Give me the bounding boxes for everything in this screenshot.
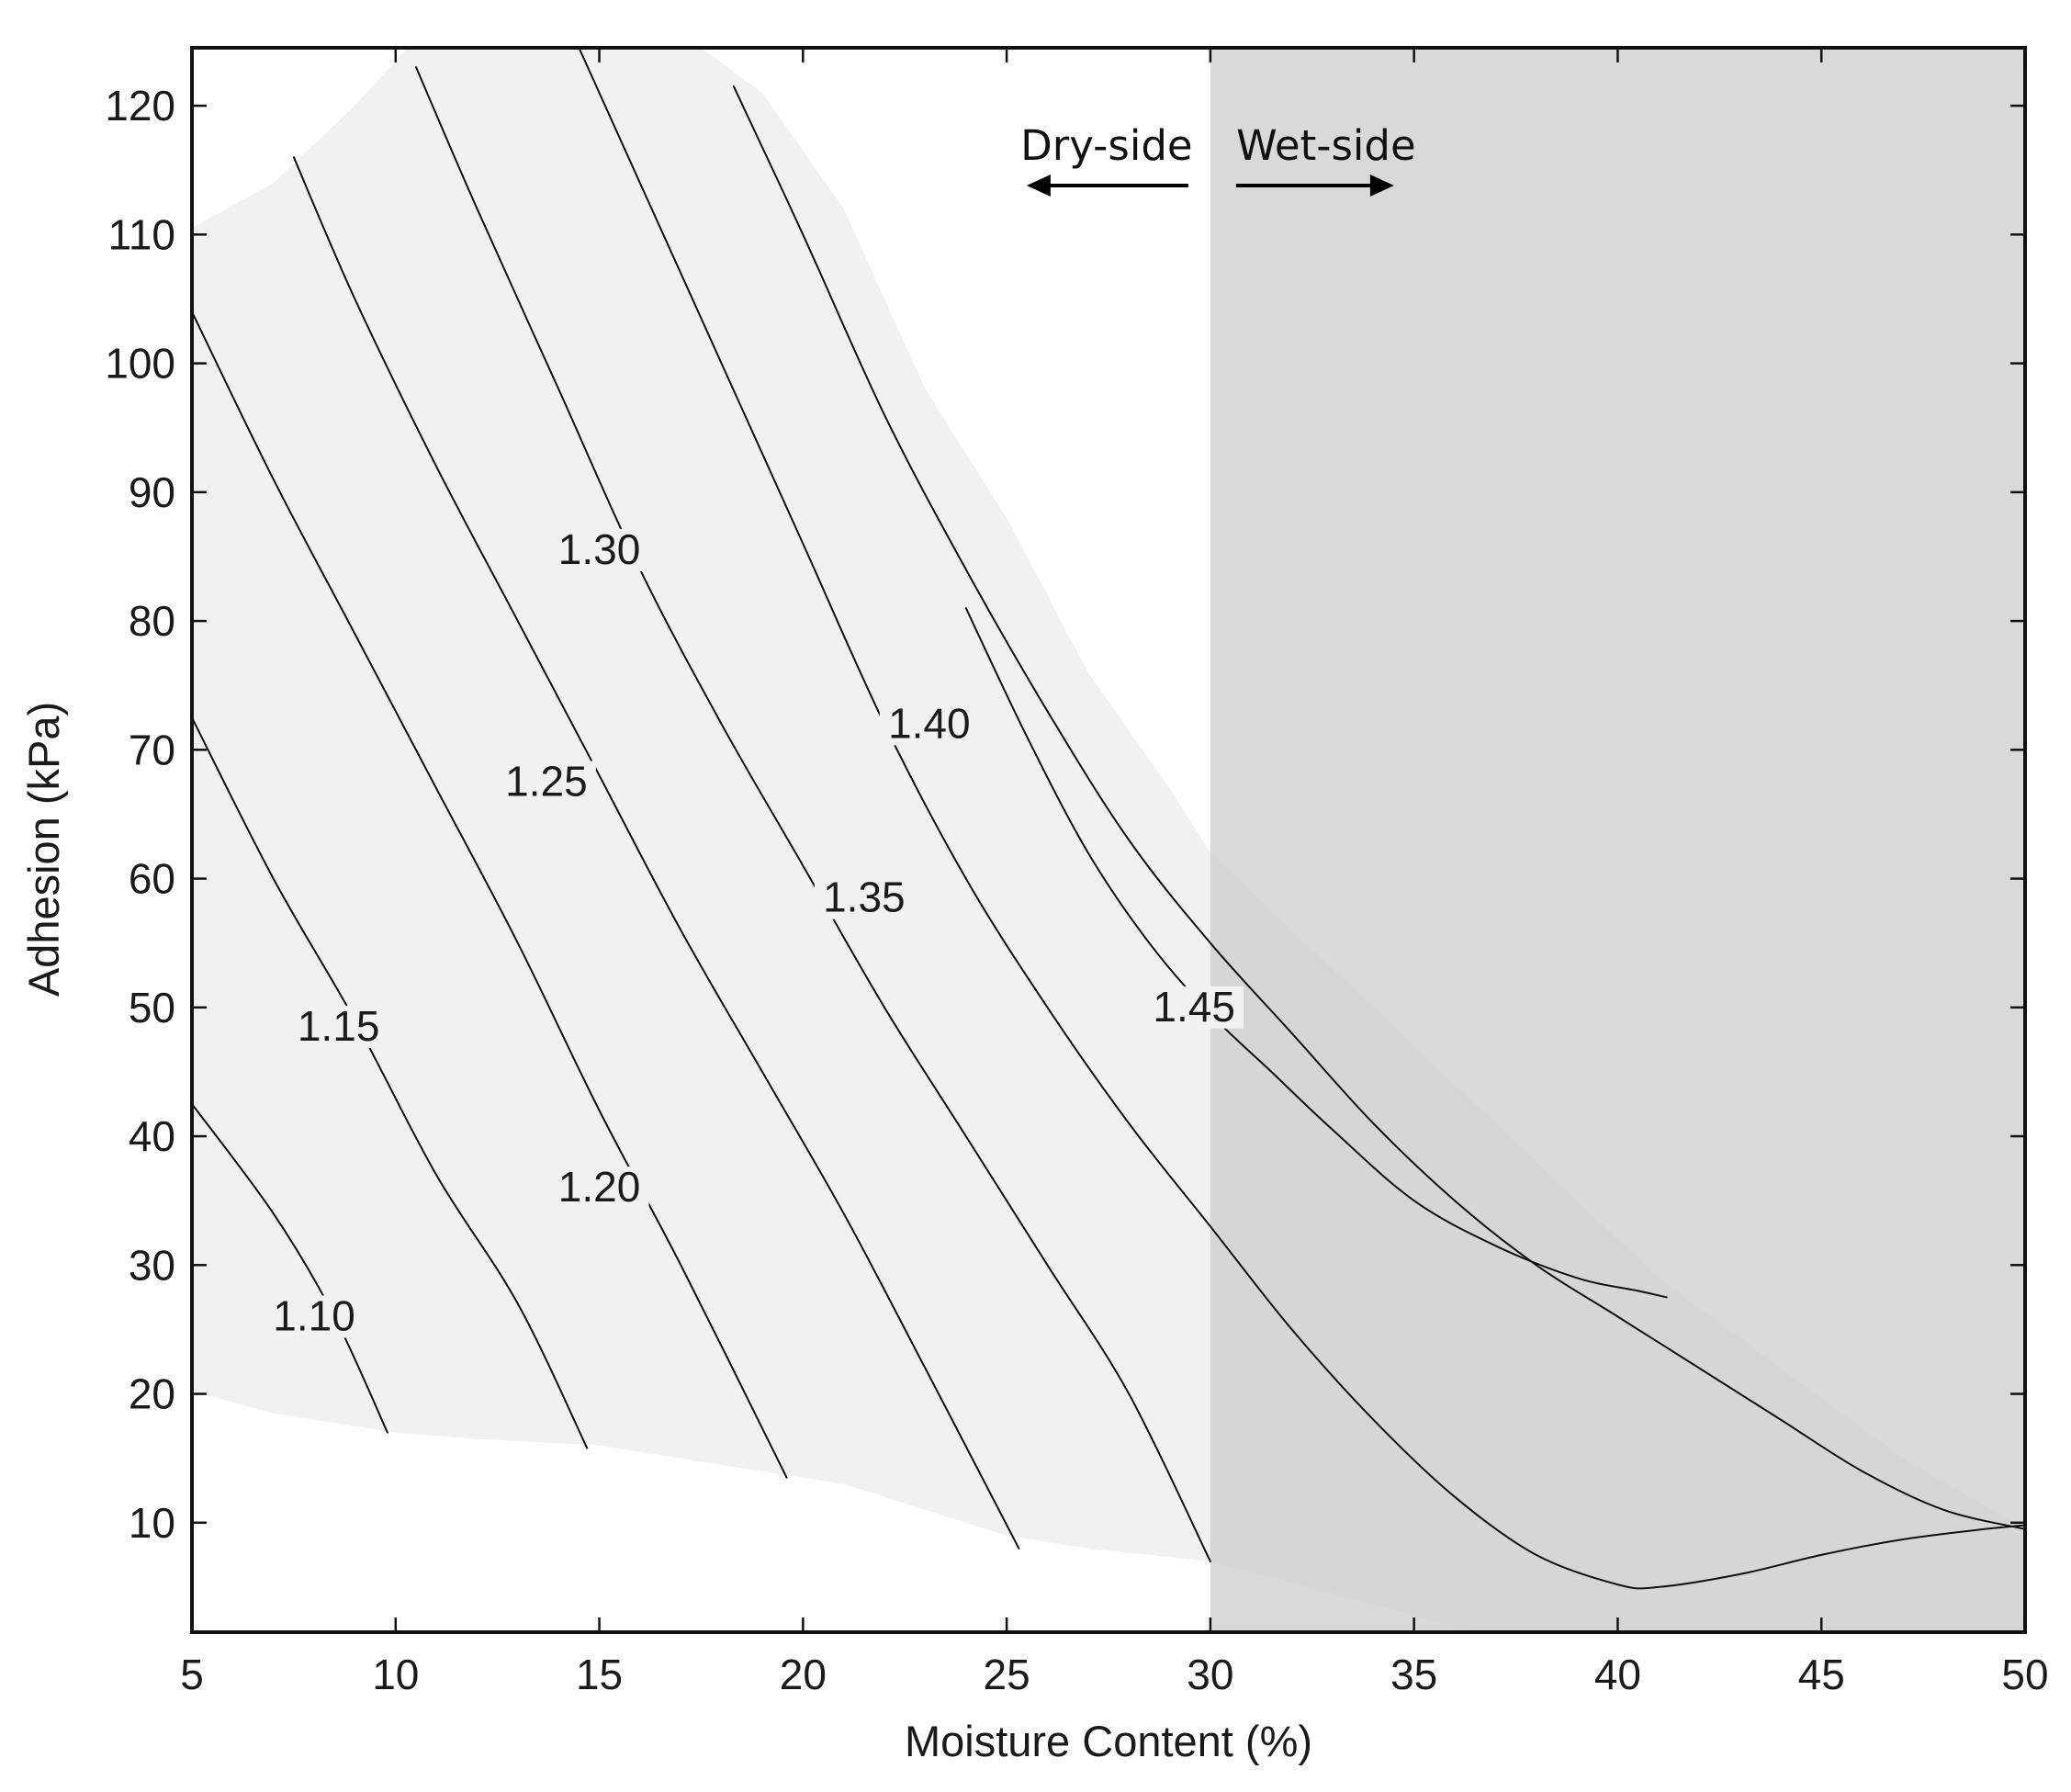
contour-label-1-40: 1.40 [888,699,971,747]
contour-line-1-45 [964,607,1668,1299]
contour-label-bg-1-45 [1144,986,1244,1029]
arrow-right-icon [1235,175,1394,197]
contour-label-1-45: 1.45 [1153,983,1235,1031]
y-tick-label-100: 100 [105,340,175,388]
dry-side-label: Dry-side [1020,121,1192,170]
contour-label-bg-1-30 [549,528,649,571]
contour-label-1-10: 1.10 [273,1291,355,1339]
contour-label-bg-1-20 [549,1166,649,1210]
x-tick-label-5: 5 [180,1651,204,1698]
wet-side-data-overlap [1210,852,2025,1632]
contour-line-1-20 [191,310,788,1479]
y-axis-title: Adhesion (kPa) [19,702,68,997]
y-tick-label-80: 80 [129,597,175,645]
y-tick-label-110: 110 [108,210,175,258]
contour-label-bg-1-25 [496,761,596,804]
x-tick-label-30: 30 [1187,1651,1233,1698]
contour-line-1-30 [415,66,1211,1562]
y-tick-label-120: 120 [105,82,175,130]
y-tick-label-70: 70 [129,726,175,773]
x-tick-label-10: 10 [372,1651,419,1698]
contour-label-1-30: 1.30 [558,525,641,573]
arrow-left-icon [1026,175,1188,197]
contour-line-1-40 [732,85,2026,1530]
contour-line-1-25 [292,156,1020,1550]
plot-frame [190,46,2027,1634]
axes: 5 10 15 20 25 30 35 40 45 50 10203040506070809010… [105,46,2049,1698]
contour-labels: 1.10 1.15 1.20 1.25 1.30 1.35 1.40 1.45 [265,525,1244,1339]
x-axis-title: Moisture Content (%) [905,1717,1312,1765]
y-tick-label-90: 90 [129,468,175,516]
plot-area: 1.10 1.15 1.20 1.25 1.30 1.35 1.40 1.45 [191,47,2026,1632]
contour-line-1-10 [191,1103,388,1434]
contour-label-bg-1-10 [265,1295,365,1338]
contour-line-1-35 [578,47,2026,1590]
x-tick-label-50: 50 [2001,1651,2048,1698]
contour-label-1-25: 1.25 [505,757,588,805]
y-axis-ticks: 10 20 30 40 50 60 70 80 90 100 110 120 [105,82,2025,1547]
x-axis-ticks: 5 10 15 20 25 30 35 40 45 50 [180,48,2049,1698]
contour-label-1-15: 1.15 [298,1002,380,1050]
contour-lines [191,47,2026,1590]
contour-label-bg-1-40 [879,703,979,746]
x-tick-label-20: 20 [780,1651,827,1698]
y-tick-label-10: 10 [129,1499,175,1547]
y-tick-label-30: 30 [129,1241,175,1289]
x-tick-label-35: 35 [1390,1651,1437,1698]
wet-side-label: Wet-side [1236,121,1416,170]
x-tick-label-15: 15 [576,1651,623,1698]
side-annotations: Dry-side Wet-side [1020,121,1416,197]
contour-label-1-35: 1.35 [823,873,906,921]
contour-label-bg-1-15 [288,1005,388,1048]
y-tick-label-50: 50 [129,984,175,1031]
y-tick-label-40: 40 [129,1112,175,1160]
y-tick-label-20: 20 [129,1370,175,1418]
x-tick-label-25: 25 [984,1651,1030,1698]
contour-label-bg-1-35 [814,876,914,919]
contour-line-1-15 [191,716,589,1449]
x-tick-label-40: 40 [1594,1651,1641,1698]
y-tick-label-60: 60 [129,855,175,903]
contour-label-1-20: 1.20 [558,1163,641,1211]
x-tick-label-45: 45 [1798,1651,1845,1698]
